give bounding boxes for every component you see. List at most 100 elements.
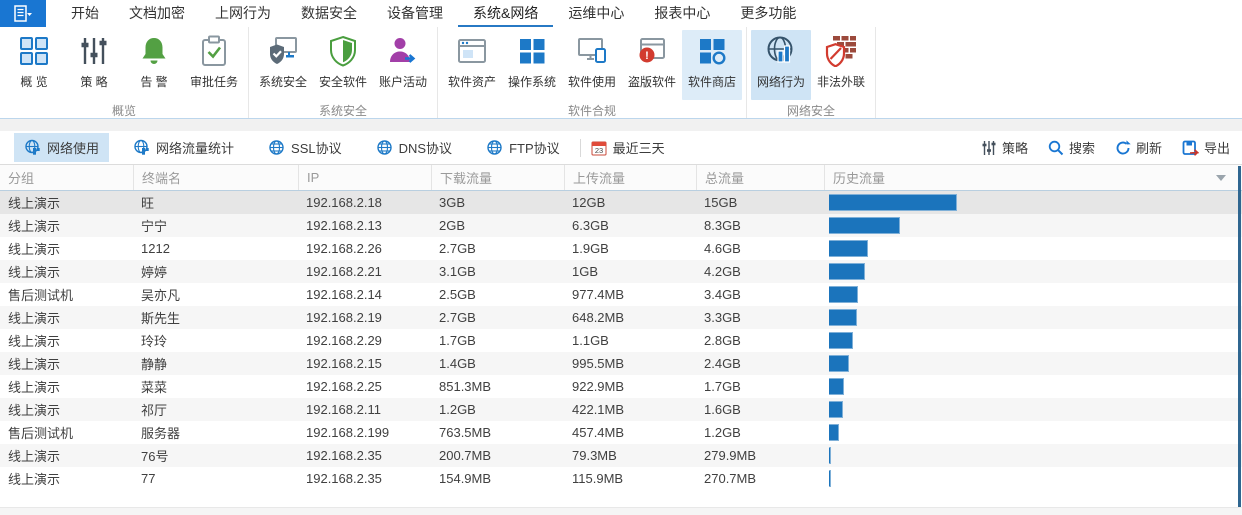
menu-tab-device-mgmt[interactable]: 设备管理 — [387, 4, 443, 21]
menu-tab-start[interactable]: 开始 — [71, 4, 99, 21]
vertical-scrollbar[interactable] — [1238, 166, 1241, 510]
cell-group: 线上演示 — [8, 380, 61, 395]
cell-group: 线上演示 — [8, 472, 61, 487]
column-header-2[interactable]: IP — [298, 165, 431, 190]
column-header-1[interactable]: 终端名 — [133, 165, 298, 190]
cell-total: 15GB — [704, 195, 738, 210]
menu-tab-data-security[interactable]: 数据安全 — [301, 4, 357, 21]
menu-tab-ops-center[interactable]: 运维中心 — [568, 4, 625, 21]
view-tab-label: SSL协议 — [291, 141, 342, 156]
cell-name: 77 — [141, 471, 156, 486]
cell-history-traffic — [824, 306, 1242, 329]
cell-upload: 648.2MB — [572, 310, 625, 325]
cell-upload: 922.9MB — [572, 379, 625, 394]
ribbon-item-overview[interactable]: 概 览 — [4, 30, 64, 100]
ribbon-gap — [0, 119, 1242, 131]
menu-tab-web-behavior[interactable]: 上网行为 — [215, 4, 271, 21]
cell-history-traffic — [824, 191, 1242, 214]
table-row[interactable]: 线上演示 1212 192.168.2.26 2.7GB 1.9GB 4.6GB — [0, 237, 1242, 260]
ribbon-item-illegal-outreach[interactable]: 非法外联 — [811, 30, 871, 100]
column-header-4[interactable]: 上传流量 — [564, 165, 696, 190]
ribbon-item-software-usage[interactable]: 软件使用 — [562, 30, 622, 100]
ribbon-item-label: 告 警 — [140, 75, 168, 89]
ribbon-item-security-software[interactable]: 安全软件 — [313, 30, 373, 100]
view-tab-ftp-protocol[interactable]: FTP协议 — [476, 133, 570, 162]
ribbon-item-label: 盗版软件 — [627, 75, 676, 89]
app-store-icon — [695, 34, 729, 68]
table-row[interactable]: 线上演示 静静 192.168.2.15 1.4GB 995.5MB 2.4GB — [0, 352, 1242, 375]
table-row[interactable]: 线上演示 婷婷 192.168.2.21 3.1GB 1GB 4.2GB — [0, 260, 1242, 283]
date-filter[interactable]: 23 最近三天 — [591, 138, 665, 157]
ribbon-item-approval-tasks[interactable]: 审批任务 — [184, 30, 244, 100]
menu-tab-more[interactable]: 更多功能 — [740, 4, 797, 21]
view-tab-network-usage[interactable]: 网络使用 — [14, 133, 110, 162]
column-header-3[interactable]: 下载流量 — [431, 165, 564, 190]
table-row[interactable]: 线上演示 斯先生 192.168.2.19 2.7GB 648.2MB 3.3GB — [0, 306, 1242, 329]
table-row[interactable]: 线上演示 宁宁 192.168.2.13 2GB 6.3GB 8.3GB — [0, 214, 1242, 237]
cell-download: 763.5MB — [439, 425, 492, 440]
table-row[interactable]: 售后测试机 服务器 192.168.2.199 763.5MB 457.4MB 1.2GB — [0, 421, 1242, 444]
view-tab-dns-protocol[interactable]: DNS协议 — [366, 133, 462, 162]
history-traffic-bar — [829, 194, 957, 211]
globe-badge-icon — [133, 139, 150, 156]
calendar-icon: 23 — [591, 140, 607, 156]
table-row[interactable]: 线上演示 菜菜 192.168.2.25 851.3MB 922.9MB 1.7GB — [0, 375, 1242, 398]
toolbar-separator — [579, 138, 581, 157]
cell-ip: 192.168.2.29 — [306, 333, 382, 348]
ribbon-item-network-behavior[interactable]: 网络行为 — [751, 30, 811, 100]
column-menu-caret-icon[interactable] — [1216, 175, 1226, 181]
policy-button[interactable]: 策略 — [981, 138, 1028, 157]
ribbon-item-label: 软件资产 — [447, 75, 496, 89]
table-row[interactable]: 线上演示 玲玲 192.168.2.29 1.7GB 1.1GB 2.8GB — [0, 329, 1242, 352]
cell-ip: 192.168.2.14 — [306, 287, 382, 302]
cell-download: 2.7GB — [439, 241, 476, 256]
history-traffic-bar — [829, 378, 844, 395]
table-row[interactable]: 线上演示 77 192.168.2.35 154.9MB 115.9MB 270.7MB — [0, 467, 1242, 490]
export-button[interactable]: 导出 — [1182, 138, 1230, 157]
globe-striped-icon — [268, 139, 285, 156]
cell-name: 76号 — [141, 449, 169, 464]
cell-ip: 192.168.2.19 — [306, 310, 382, 325]
menu-tab-system-network[interactable]: 系统&网络 — [458, 0, 554, 27]
menu-tab-report-center[interactable]: 报表中心 — [654, 4, 711, 21]
ribbon-item-pirated-software[interactable]: ! 盗版软件 — [622, 30, 682, 100]
ribbon-item-policy[interactable]: 策 略 — [64, 30, 124, 100]
column-header-6[interactable]: 历史流量 — [824, 165, 1242, 190]
ribbon-item-operating-system[interactable]: 操作系统 — [502, 30, 562, 100]
column-header-5[interactable]: 总流量 — [696, 165, 824, 190]
ribbon-item-software-store[interactable]: 软件商店 — [682, 30, 742, 100]
app-menu-button[interactable] — [0, 0, 46, 27]
cell-download: 200.7MB — [439, 448, 492, 463]
ribbon-item-software-assets[interactable]: 软件资产 — [442, 30, 502, 100]
view-tab-traffic-stats[interactable]: 网络流量统计 — [123, 133, 244, 162]
cell-total: 270.7MB — [704, 471, 757, 486]
column-header-0[interactable]: 分组 — [8, 171, 35, 186]
table-row[interactable]: 售后测试机 吴亦凡 192.168.2.14 2.5GB 977.4MB 3.4GB — [0, 283, 1242, 306]
ribbon-group-caption: 系统安全 — [318, 104, 367, 118]
cell-upload: 1.9GB — [572, 241, 609, 256]
ribbon-item-account-activity[interactable]: 账户活动 — [373, 30, 433, 100]
refresh-icon — [1115, 139, 1131, 156]
search-button[interactable]: 搜索 — [1048, 138, 1095, 157]
cell-ip: 192.168.2.21 — [306, 264, 382, 279]
history-traffic-bar — [829, 447, 831, 464]
view-tab-ssl-protocol[interactable]: SSL协议 — [258, 133, 352, 162]
cell-history-traffic — [824, 329, 1242, 352]
cell-upload: 1GB — [572, 264, 599, 279]
cell-name: 1212 — [141, 241, 170, 256]
ribbon-item-system-security[interactable]: 系统安全 — [253, 30, 313, 100]
view-tab-label: 网络流量统计 — [156, 141, 235, 156]
cell-download: 2GB — [439, 218, 466, 233]
menu-tab-doc-encrypt[interactable]: 文档加密 — [129, 4, 185, 21]
cell-download: 1.4GB — [439, 356, 476, 371]
refresh-button[interactable]: 刷新 — [1115, 138, 1162, 157]
table-row[interactable]: 线上演示 76号 192.168.2.35 200.7MB 79.3MB 279.9MB — [0, 444, 1242, 467]
history-traffic-bar — [829, 355, 849, 372]
menu-bar: 开始 文档加密 上网行为 数据安全 设备管理 系统&网络 运维中心 报表中心 更多功能 — [0, 0, 1242, 27]
cell-name: 静静 — [141, 357, 168, 372]
table-row[interactable]: 线上演示 祁厅 192.168.2.11 1.2GB 422.1MB 1.6GB — [0, 398, 1242, 421]
app-menu-icon — [12, 4, 34, 23]
table-row[interactable]: 线上演示 旺 192.168.2.18 3GB 12GB 15GB — [0, 191, 1242, 214]
cell-total: 279.9MB — [704, 448, 757, 463]
ribbon-item-alerts[interactable]: 告 警 — [124, 30, 184, 100]
